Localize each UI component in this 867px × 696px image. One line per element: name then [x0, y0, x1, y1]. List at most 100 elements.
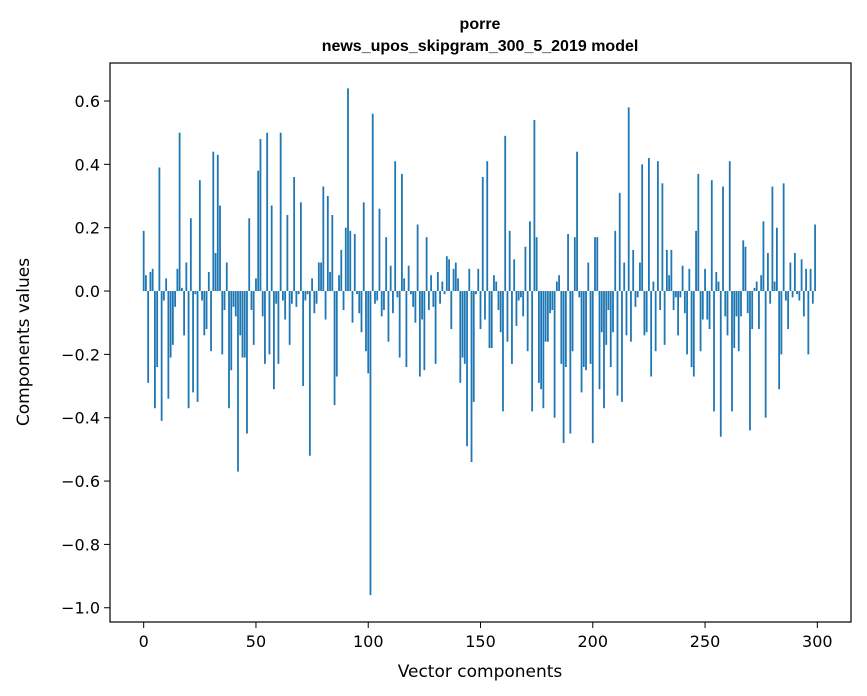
bar [722, 186, 724, 292]
bar [648, 158, 650, 292]
bar [324, 291, 327, 320]
bar [171, 291, 174, 345]
bar [677, 291, 679, 336]
bar [385, 237, 388, 292]
bar [407, 265, 410, 292]
bar [423, 291, 426, 371]
bar [194, 291, 197, 295]
bar [607, 291, 610, 311]
bar [297, 291, 300, 295]
bar [329, 272, 331, 292]
x-tick-label: 100 [353, 632, 384, 651]
bar [699, 291, 702, 352]
x-tick-label: 150 [465, 632, 496, 651]
bar [401, 173, 403, 292]
bar [376, 291, 379, 301]
y-tick-label: 0.2 [75, 219, 100, 238]
bar [621, 291, 623, 402]
bar [484, 291, 486, 320]
bar [728, 161, 731, 292]
bar [475, 291, 477, 295]
bar [535, 237, 538, 292]
bar [740, 291, 742, 317]
bar [201, 291, 203, 301]
bar [618, 192, 621, 292]
bar [441, 281, 444, 292]
bar [232, 291, 235, 307]
bar [502, 291, 504, 412]
bar [717, 281, 720, 292]
y-tick-label: −0.8 [61, 535, 100, 554]
bar [672, 291, 675, 311]
bar [710, 180, 713, 292]
bar [246, 291, 248, 434]
bar [580, 291, 583, 393]
bar [196, 291, 199, 402]
bar [219, 205, 221, 292]
bar [499, 291, 502, 333]
bar [531, 291, 534, 412]
bar [600, 291, 603, 333]
bar [771, 186, 774, 292]
bar [293, 177, 296, 292]
bar [690, 291, 693, 368]
bar [549, 291, 552, 314]
bar [744, 246, 747, 292]
bar [418, 291, 421, 377]
bar [445, 256, 448, 292]
bar [490, 291, 493, 349]
bar [814, 224, 816, 292]
bar [506, 291, 509, 342]
bar [338, 275, 340, 292]
bar [414, 291, 417, 323]
bar [277, 291, 280, 364]
bar [452, 268, 455, 292]
bar [239, 291, 242, 336]
bar [614, 230, 617, 292]
bar [526, 291, 529, 352]
bar [457, 278, 459, 292]
bar [650, 291, 653, 377]
bar [697, 173, 700, 292]
bar [533, 120, 536, 292]
bar [380, 291, 383, 317]
bar [427, 291, 430, 311]
bar [299, 202, 302, 292]
bar [589, 291, 592, 364]
x-tick-label: 300 [802, 632, 833, 651]
bar [762, 221, 765, 292]
bar [311, 278, 313, 292]
bar [369, 291, 372, 596]
bar [421, 291, 424, 320]
bar [746, 291, 749, 314]
bar [396, 291, 399, 298]
bar [493, 275, 495, 292]
bar [322, 186, 325, 292]
bar [178, 132, 181, 292]
bar [562, 291, 565, 444]
bar [811, 291, 814, 304]
bar [290, 291, 293, 304]
bar [472, 291, 475, 402]
bar [342, 291, 345, 311]
bar [270, 205, 273, 292]
bar [162, 291, 165, 301]
bar [279, 132, 282, 292]
bar [320, 262, 322, 292]
bar [656, 161, 659, 292]
y-tick-label: 0.0 [75, 282, 100, 301]
bar [686, 291, 688, 355]
bar [573, 237, 576, 292]
y-tick-label: −0.2 [61, 345, 100, 364]
bar [189, 218, 192, 292]
bar [266, 132, 269, 292]
bar [632, 249, 635, 292]
bar [652, 281, 655, 292]
bar [335, 291, 338, 377]
bar [443, 291, 446, 295]
bar [257, 170, 260, 292]
bar [250, 291, 253, 311]
bar [165, 278, 168, 292]
bar [639, 262, 641, 292]
bar [585, 291, 587, 371]
